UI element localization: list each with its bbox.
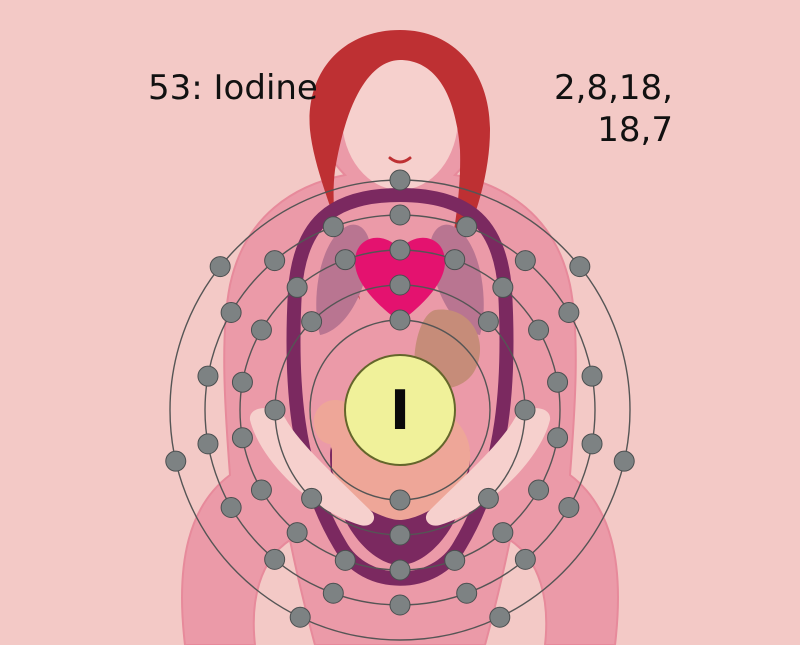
electron-s3-16 <box>251 320 271 340</box>
electron-s2-5 <box>390 525 410 545</box>
electron-s3-9 <box>445 550 465 570</box>
electron-s2-7 <box>265 400 285 420</box>
electron-s3-15 <box>232 372 252 392</box>
electron-s4-4 <box>559 303 579 323</box>
electron-s4-14 <box>198 434 218 454</box>
electron-s1-2 <box>390 490 410 510</box>
electron-s3-14 <box>232 428 252 448</box>
electron-s3-6 <box>548 428 568 448</box>
electron-config-line2: 18,7 <box>554 110 673 150</box>
electron-s2-1 <box>390 275 410 295</box>
scene-svg: I <box>0 0 800 645</box>
electron-s3-3 <box>493 277 513 297</box>
electron-s2-2 <box>478 312 498 332</box>
electron-s4-10 <box>390 595 410 615</box>
electron-s3-18 <box>335 250 355 270</box>
electron-s5-6 <box>166 451 186 471</box>
electron-s2-3 <box>515 400 535 420</box>
electron-s3-17 <box>287 277 307 297</box>
electron-s3-2 <box>445 250 465 270</box>
electron-s4-3 <box>515 251 535 271</box>
electron-s4-16 <box>221 303 241 323</box>
electron-s5-5 <box>290 607 310 627</box>
electron-s4-8 <box>515 549 535 569</box>
electron-s4-18 <box>323 217 343 237</box>
electron-s3-8 <box>493 523 513 543</box>
electron-s4-9 <box>457 583 477 603</box>
electron-s3-1 <box>390 240 410 260</box>
electron-s3-10 <box>390 560 410 580</box>
electron-s5-7 <box>210 257 230 277</box>
electron-s3-11 <box>335 550 355 570</box>
electron-config-line1: 2,8,18, <box>554 68 673 108</box>
electron-s4-2 <box>457 217 477 237</box>
electron-s2-6 <box>302 488 322 508</box>
electron-s4-13 <box>221 498 241 518</box>
electron-s5-1 <box>390 170 410 190</box>
electron-s3-5 <box>548 372 568 392</box>
electron-s4-5 <box>582 366 602 386</box>
electron-s3-7 <box>529 480 549 500</box>
electron-s4-6 <box>582 434 602 454</box>
electron-s1-1 <box>390 310 410 330</box>
electron-s3-4 <box>529 320 549 340</box>
electron-s5-4 <box>490 607 510 627</box>
electron-s3-12 <box>287 523 307 543</box>
electron-s4-7 <box>559 498 579 518</box>
electron-s4-17 <box>265 251 285 271</box>
electron-s5-3 <box>614 451 634 471</box>
electron-s4-12 <box>265 549 285 569</box>
element-symbol: I <box>390 379 410 442</box>
electron-s4-11 <box>323 583 343 603</box>
element-label: 53: Iodine <box>148 68 318 108</box>
diagram-canvas: I 53: Iodine 2,8,18, 18,7 <box>0 0 800 645</box>
electron-s2-4 <box>478 488 498 508</box>
electron-s3-13 <box>251 480 271 500</box>
electron-config-label: 2,8,18, 18,7 <box>554 68 673 150</box>
element-label-text: 53: Iodine <box>148 68 318 108</box>
electron-s5-2 <box>570 257 590 277</box>
electron-s4-15 <box>198 366 218 386</box>
electron-s2-8 <box>302 312 322 332</box>
electron-s4-1 <box>390 205 410 225</box>
